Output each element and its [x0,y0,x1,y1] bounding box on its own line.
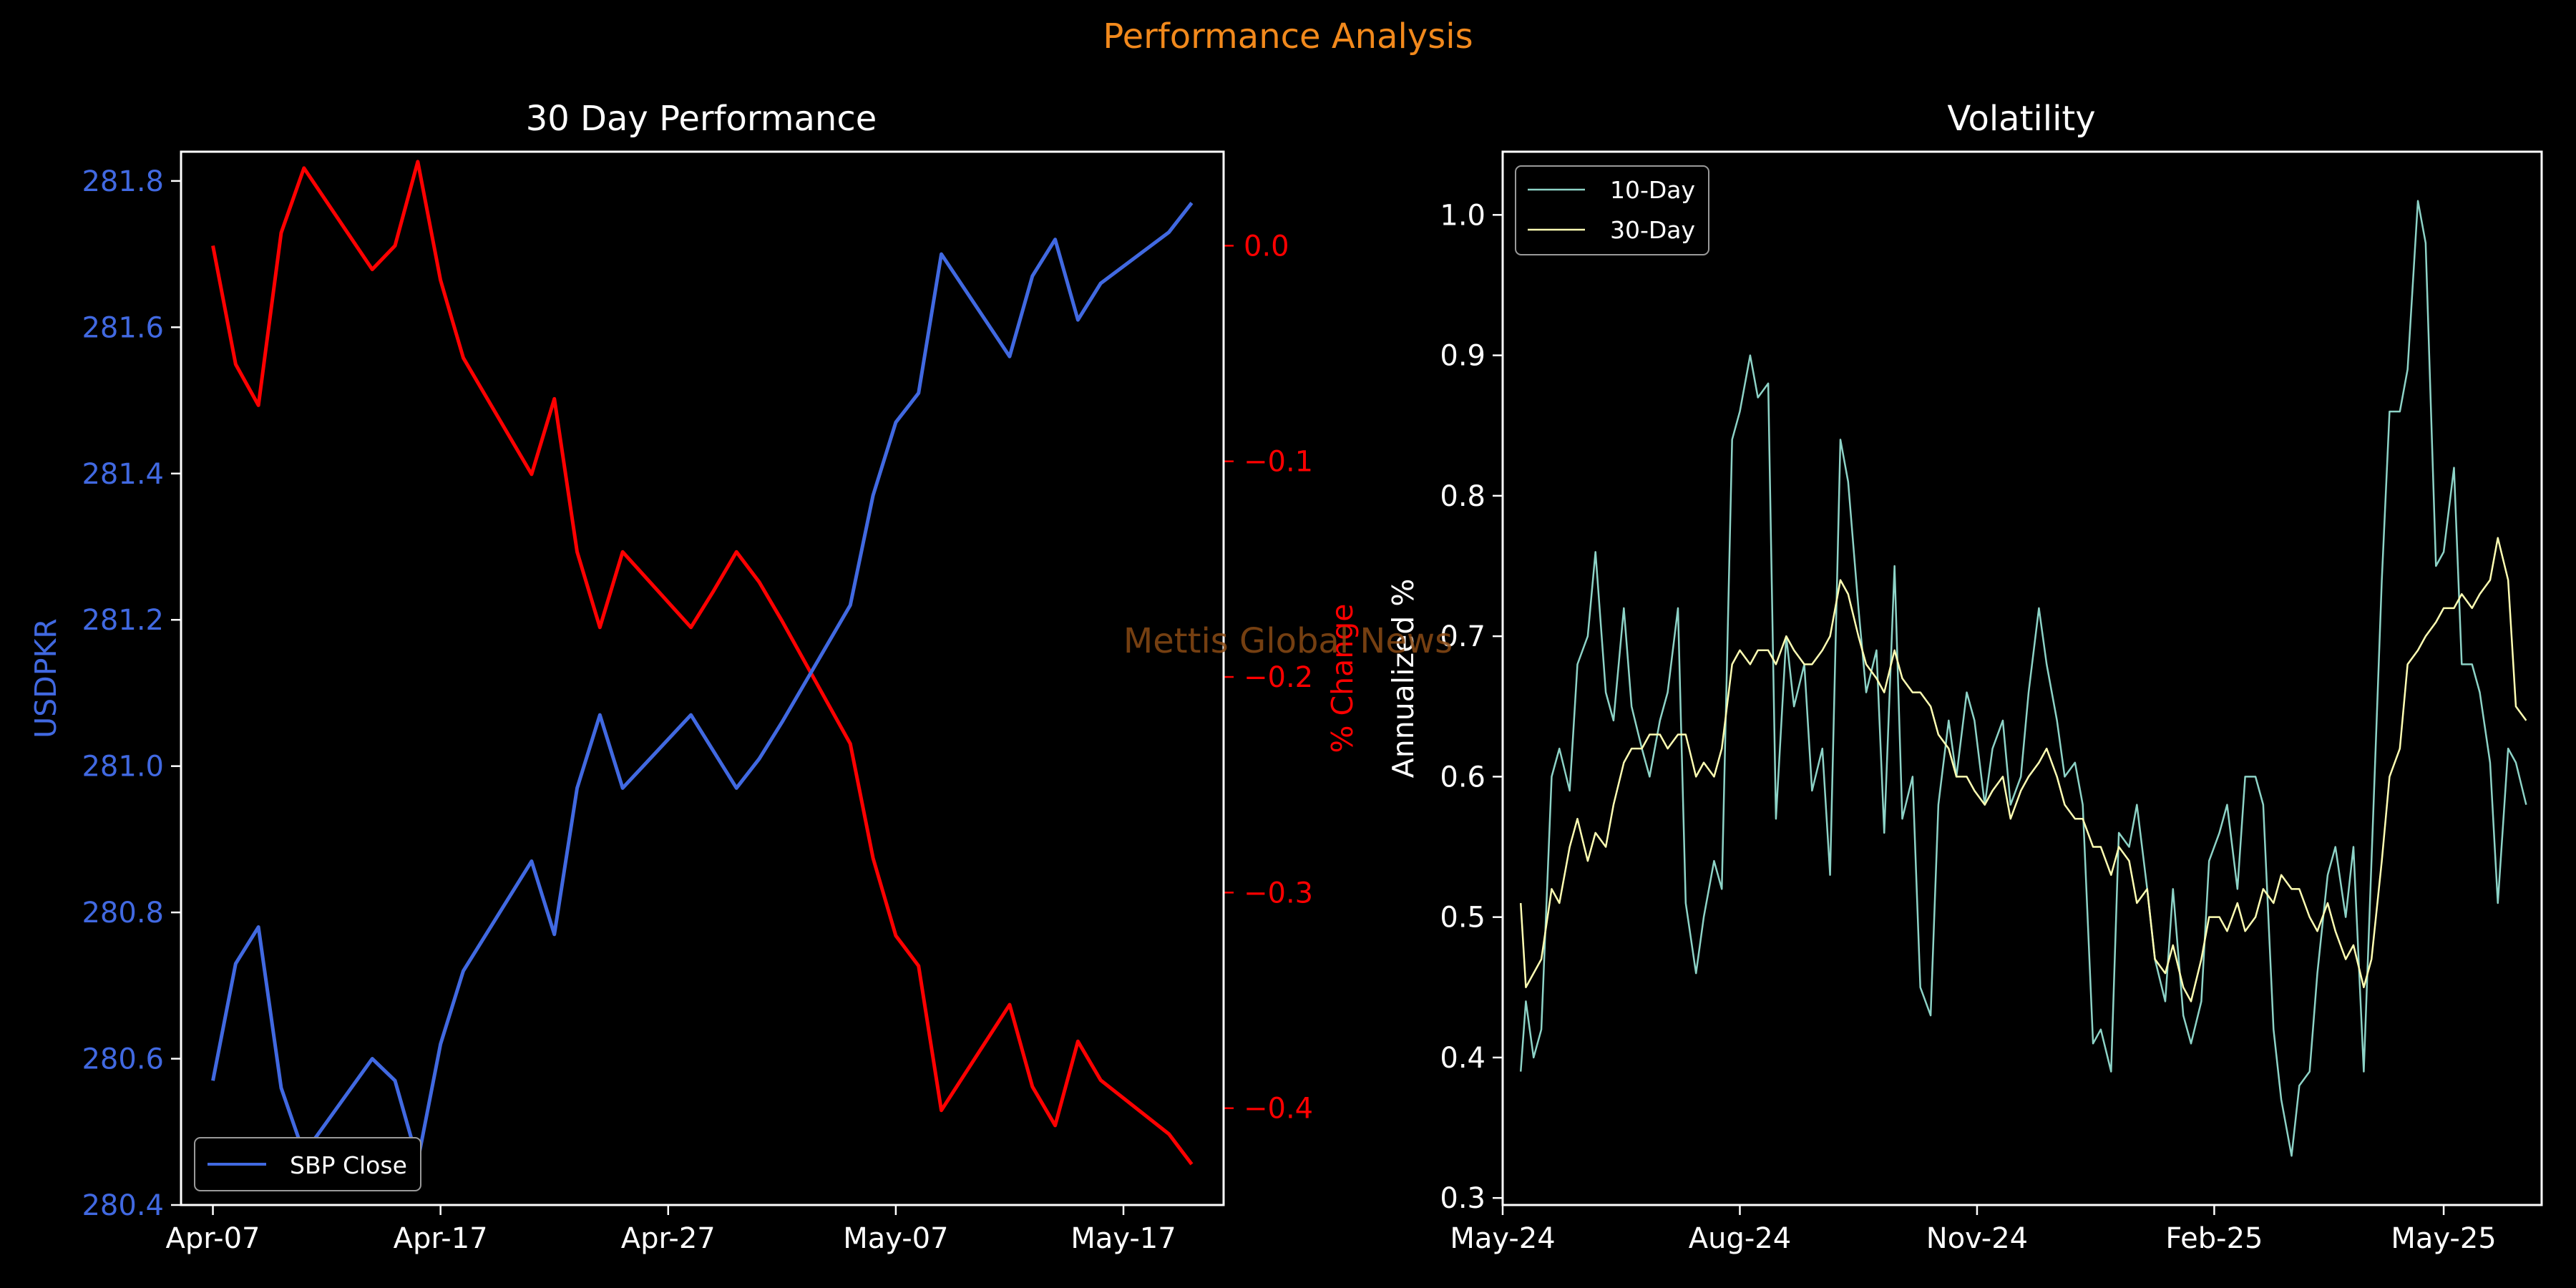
volatility-y-tick-label: 0.8 [1440,480,1485,513]
volatility-x-tick-label: Aug-24 [1689,1222,1791,1255]
left-plot-frame [180,150,1225,1206]
right-plot-frame [1501,150,2543,1206]
left-chart-title: 30 Day Performance [526,99,877,139]
left-legend: SBP Close [194,1137,421,1191]
right-chart-title: Volatility [1947,99,2095,139]
legend-label-30-day: 30-Day [1610,216,1695,244]
volatility-y-axis-label: Annualized % [1386,579,1420,779]
right-chart: Volatility May-24 Aug-24 Nov-24 Feb-25 May-2… [1386,99,2543,1255]
left-x-tick-label: Apr-17 [394,1222,488,1255]
watermark-text: Mettis Global News [1123,621,1453,661]
left-plot-area: Apr-07 Apr-17 Apr-27 May-07 May-17 280.4 280.6… [82,160,1313,1255]
right-y-tick-label: 0.0 [1244,230,1289,263]
right-y-tick-label: −0.1 [1244,446,1313,479]
right-plot-area: May-24 Aug-24 Nov-24 Feb-25 May-25 0.3 0.4 0.5 0… [1440,199,2527,1255]
left-y-tick-label: 281.4 [82,458,164,491]
series-line-10-day [1519,200,2527,1157]
volatility-y-tick-label: 1.0 [1440,199,1485,232]
right-y-tick-label: −0.2 [1244,661,1313,694]
left-chart: 30 Day Performance Apr-07 Apr-17 Apr-27 May… [29,99,1360,1255]
series-line-sbp-close [211,202,1194,1163]
volatility-y-tick-label: 0.6 [1440,761,1485,794]
left-x-tick-label: Apr-27 [621,1222,716,1255]
volatility-y-tick-label: 0.7 [1440,620,1485,653]
left-x-tick-label: May-07 [843,1222,948,1255]
volatility-y-tick-label: 0.4 [1440,1042,1485,1075]
left-y-tick-label: 280.8 [82,897,164,930]
legend-label-10-day: 10-Day [1610,176,1695,204]
right-y-tick-label: −0.3 [1244,877,1313,909]
left-y-tick-label: 281.0 [82,751,164,784]
volatility-y-tick-label: 0.3 [1440,1182,1485,1215]
left-legend-box [194,1137,421,1191]
right-legend-box [1515,165,1709,255]
left-y-tick-label: 281.2 [82,604,164,637]
left-y-tick-label: 280.4 [82,1189,164,1222]
figure-title: Performance Analysis [1103,16,1473,57]
left-y-tick-label: 280.6 [82,1043,164,1076]
volatility-x-tick-label: Feb-25 [2165,1222,2263,1255]
left-x-tick-label: Apr-07 [166,1222,260,1255]
volatility-x-tick-label: Nov-24 [1926,1222,2028,1255]
left-y-axis-label: USDPKR [29,618,63,738]
right-y-axis-label: % Change [1325,604,1360,753]
volatility-x-tick-label: May-24 [1450,1222,1555,1255]
series-line-pct-change [211,160,1194,1166]
series-line-30-day [1519,537,2527,1002]
volatility-x-tick-label: May-25 [2391,1222,2496,1255]
right-legend: 10-Day 30-Day [1515,165,1709,255]
volatility-y-tick-label: 0.5 [1440,902,1485,935]
legend-label-sbp-close: SBP Close [290,1151,407,1179]
left-y-tick-label: 281.6 [82,311,164,344]
volatility-y-tick-label: 0.9 [1440,340,1485,373]
left-y-tick-label: 281.8 [82,165,164,198]
left-x-tick-label: May-17 [1070,1222,1176,1255]
right-y-tick-label: −0.4 [1244,1093,1313,1126]
